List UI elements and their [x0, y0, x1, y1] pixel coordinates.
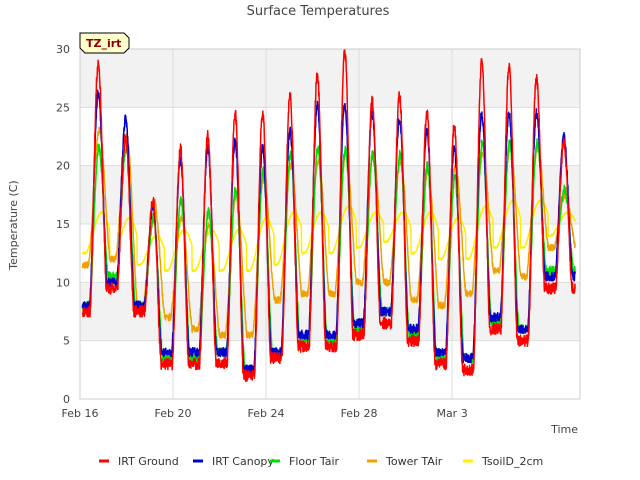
chart-title: Surface Temperatures [247, 4, 390, 19]
y-tick-label: 20 [56, 160, 70, 173]
x-axis-ticks: Feb 16 Feb 20 Feb 24 Feb 28 Mar 3 [62, 407, 468, 420]
badge-shape [79, 32, 130, 54]
x-axis-label: Time [550, 423, 578, 436]
series-line [81, 48, 576, 382]
y-axis-label: Temperature (C) [7, 180, 20, 270]
grid-band [80, 165, 580, 224]
series-tag-badge: TZ_irt [79, 32, 130, 54]
legend: IRT Ground IRT Canopy Floor Tair Tower TAir… [99, 455, 543, 468]
plot-frame [79, 48, 581, 400]
y-axis-ticks: 0 5 10 15 20 25 30 [56, 43, 70, 406]
legend-label: TsoilD_2cm [481, 455, 543, 468]
y-tick-label: 5 [63, 335, 70, 348]
series-line [81, 199, 576, 273]
y-tick-label: 15 [56, 218, 70, 231]
badge-label: TZ_irt [86, 37, 121, 50]
series-line [81, 126, 576, 340]
legend-label: IRT Canopy [212, 455, 274, 468]
legend-label: Tower TAir [385, 455, 443, 468]
legend-label: Floor Tair [289, 455, 340, 468]
y-tick-label: 30 [56, 43, 70, 56]
x-tick-label: Feb 28 [341, 407, 378, 420]
x-tick-label: Feb 24 [248, 407, 285, 420]
x-tick-label: Feb 16 [62, 407, 99, 420]
grid-band [80, 49, 580, 108]
x-tick-label: Mar 3 [436, 407, 467, 420]
x-tick-label: Feb 20 [155, 407, 192, 420]
y-tick-label: 10 [56, 276, 70, 289]
legend-label: IRT Ground [118, 455, 179, 468]
series-layer [81, 48, 576, 382]
y-tick-label: 0 [63, 393, 70, 406]
series-line [81, 89, 576, 376]
y-tick-label: 25 [56, 101, 70, 114]
